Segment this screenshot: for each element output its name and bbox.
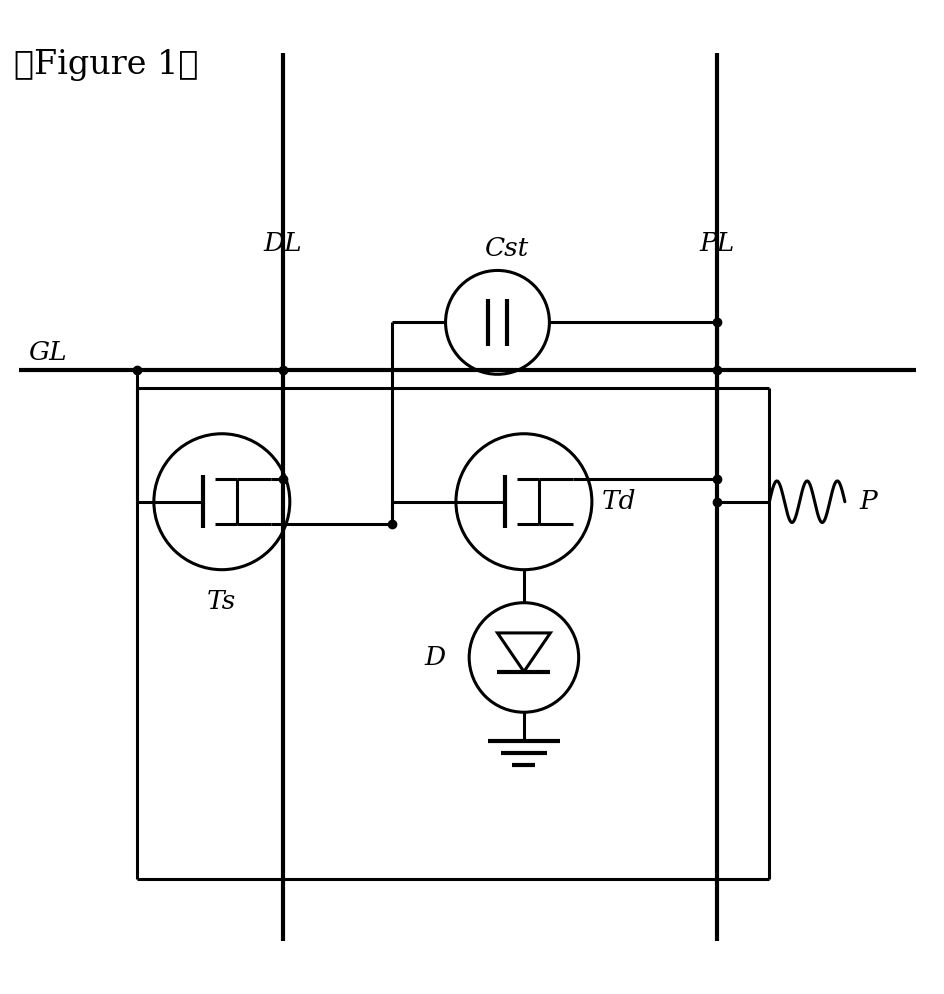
Text: Td: Td bbox=[601, 489, 636, 514]
Text: Ts: Ts bbox=[208, 588, 236, 613]
Text: GL: GL bbox=[28, 340, 67, 365]
Text: D: D bbox=[425, 645, 446, 670]
Text: DL: DL bbox=[264, 232, 302, 256]
Text: 【Figure 1】: 【Figure 1】 bbox=[14, 49, 198, 81]
Text: PL: PL bbox=[700, 232, 735, 256]
Text: Cst: Cst bbox=[485, 236, 529, 261]
Text: P: P bbox=[859, 489, 877, 514]
